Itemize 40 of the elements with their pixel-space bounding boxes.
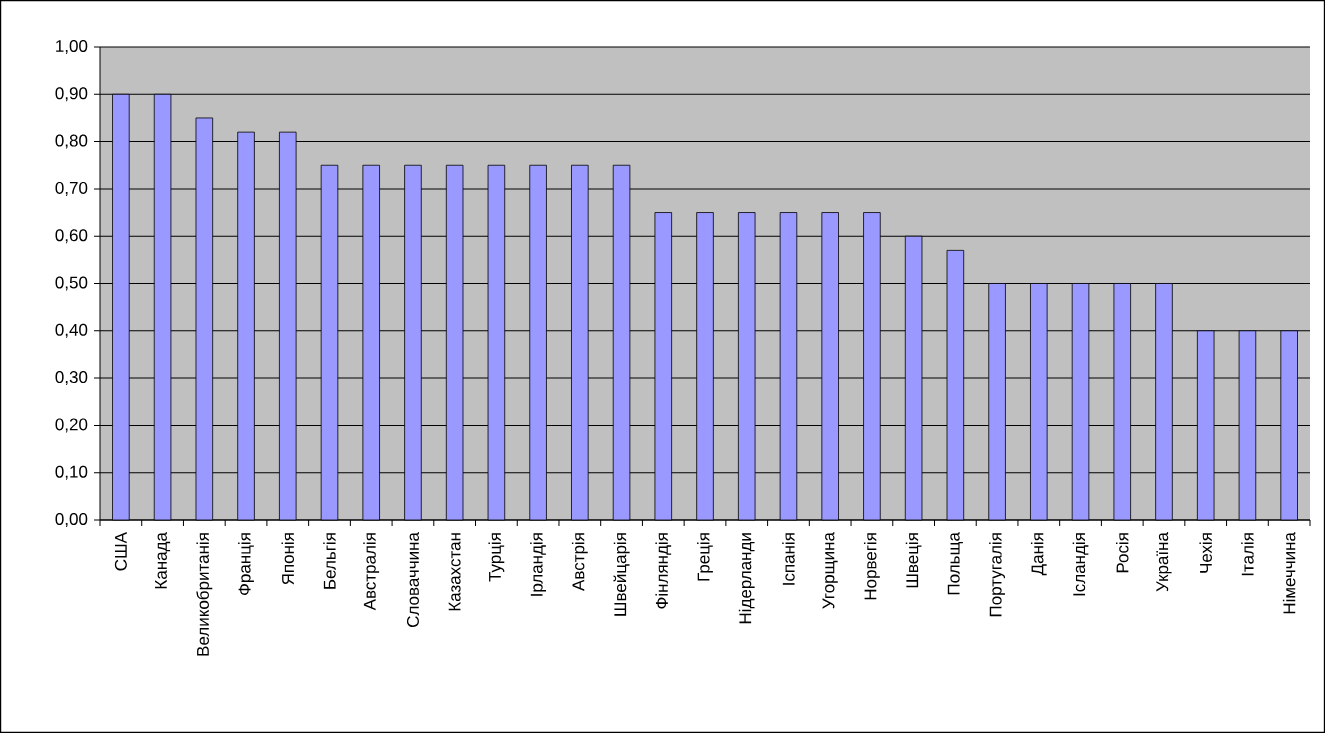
y-tick-label: 1,00 bbox=[56, 39, 88, 54]
x-tick-label: Швеція bbox=[905, 533, 922, 588]
x-tick-label: Норвегія bbox=[863, 533, 880, 600]
x-tick-label: Великобританія bbox=[196, 533, 213, 656]
x-tick-label: Португалія bbox=[989, 533, 1005, 617]
x-tick-label: Греція bbox=[697, 533, 713, 581]
y-tick-label: 0,60 bbox=[55, 229, 88, 244]
y-tick-label: 0,20 bbox=[55, 418, 88, 433]
x-tick-label: Угорщина bbox=[822, 532, 838, 609]
x-tick-label: США bbox=[114, 532, 127, 571]
x-tick-label: Нідерланди bbox=[738, 533, 755, 624]
y-tick-label: 0,90 bbox=[55, 87, 88, 102]
x-tick-label: Словаччина bbox=[406, 532, 419, 627]
x-tick-label: Іспанія bbox=[782, 533, 795, 585]
x-tick-label: Японія bbox=[281, 533, 294, 585]
y-tick-label: 0,30 bbox=[55, 371, 88, 386]
x-tick-label: Росія bbox=[1116, 533, 1129, 573]
x-tick-label: Україна bbox=[1156, 532, 1172, 592]
y-tick-label: 0,10 bbox=[55, 465, 88, 480]
x-tick-label: Польща bbox=[947, 532, 963, 595]
x-tick-label: Канада bbox=[155, 532, 171, 589]
y-tick-label: 0,50 bbox=[55, 276, 88, 291]
x-tick-label: Бельгія bbox=[323, 533, 336, 589]
x-tick-label: Казахстан bbox=[448, 533, 461, 611]
x-tick-label: Німеччина bbox=[1282, 532, 1296, 614]
x-tick-label: Фінляндія bbox=[655, 533, 672, 609]
x-tick-label: Австралія bbox=[363, 533, 380, 611]
x-tick-label: Чехія bbox=[1199, 533, 1212, 573]
x-tick-label: Ірландія bbox=[530, 533, 547, 596]
y-tick-label: 0,80 bbox=[55, 134, 88, 149]
x-tick-label: Ісландія bbox=[1072, 533, 1089, 596]
x-tick-label: Італія bbox=[1241, 533, 1254, 576]
y-tick-label: 0,00 bbox=[55, 512, 88, 528]
x-tick-label: Швейцарія bbox=[613, 533, 630, 616]
y-tick-label: 0,70 bbox=[55, 181, 88, 196]
x-tick-label: Австрія bbox=[571, 533, 588, 591]
x-tick-label: Данія bbox=[1030, 533, 1047, 576]
x-tick-label: Турція bbox=[488, 533, 505, 582]
y-tick-label: 0,40 bbox=[55, 323, 88, 338]
x-tick-label: Франція bbox=[238, 533, 254, 596]
